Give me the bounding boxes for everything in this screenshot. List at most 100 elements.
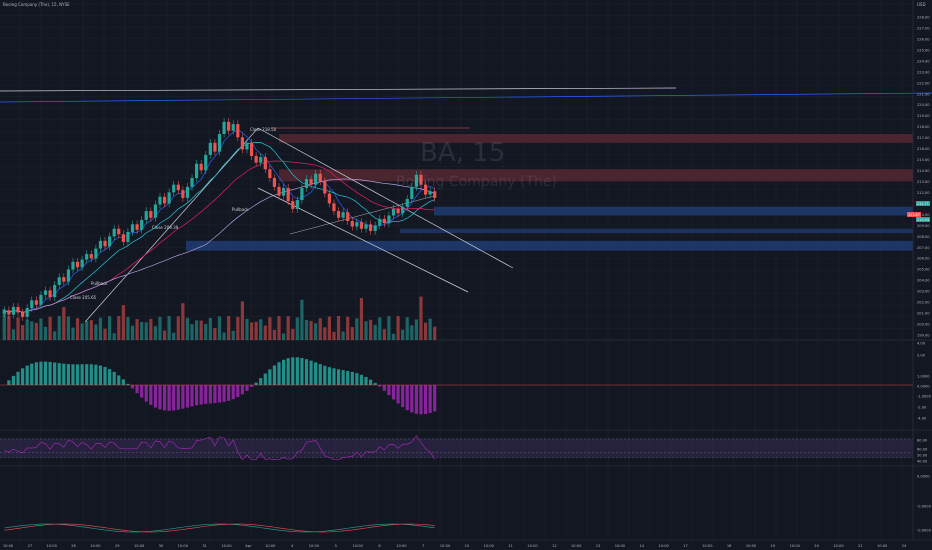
oscillator-tick-label: -0.0000 — [917, 529, 932, 533]
macd-histogram-bar — [53, 362, 57, 385]
volume-bar — [140, 321, 144, 340]
candle-body — [309, 179, 313, 185]
macd-histogram-bar — [410, 385, 414, 413]
time-tick-label: 7 — [422, 544, 424, 548]
candle-body — [373, 225, 377, 231]
time-tick-label: 10:00 — [746, 544, 757, 548]
price-axis[interactable]: USD 228.00 227.00 226.00 225.00 224.00 223.00 2… — [912, 0, 932, 540]
candle-body — [277, 186, 281, 196]
macd-histogram-bar — [378, 385, 382, 387]
oscillator-signal-line — [4, 523, 435, 533]
candle-body — [21, 312, 25, 317]
macd-histogram-bar — [391, 385, 396, 400]
price-tag-label: 210.54 — [917, 218, 929, 222]
annotation-label: Close 205.65 — [70, 295, 97, 300]
candle-body — [423, 184, 428, 195]
volume-bar — [359, 298, 364, 340]
macd-histogram-bar — [195, 385, 199, 406]
candle-body — [208, 142, 212, 155]
volume-bar — [382, 329, 386, 340]
candle-body — [121, 234, 125, 242]
macd-histogram-bar — [11, 375, 16, 385]
candle-body — [254, 156, 258, 163]
candle-body — [39, 294, 43, 305]
time-tick-label: 17 — [683, 544, 688, 548]
macd-histogram-bar — [43, 361, 48, 385]
macd-histogram-bar — [167, 385, 171, 411]
price-tag-label: 211.71 — [917, 202, 929, 206]
volume-bar — [130, 325, 135, 340]
falling-trendline — [257, 127, 514, 269]
candle-body — [62, 277, 66, 282]
macd-histogram-bar — [176, 385, 180, 410]
candle-body — [410, 186, 414, 199]
macd-histogram-bar — [336, 369, 341, 385]
macd-histogram-bar — [332, 368, 336, 385]
oscillator-pane — [4, 523, 435, 533]
support-zone — [400, 228, 913, 234]
time-tick-label: 11 — [508, 544, 513, 548]
volume-bar — [158, 316, 162, 340]
macd-histogram-bar — [231, 385, 235, 400]
volume-bar — [176, 316, 180, 340]
candle-body — [153, 204, 157, 218]
time-axis[interactable]: 10:00 27 10:00 28 10:00 29 10:00 30 10:00 31 10:00… — [3, 544, 907, 548]
long-trendline — [0, 92, 932, 103]
volume-bar — [112, 333, 116, 340]
volume-bar — [277, 316, 281, 340]
macd-histogram-bar — [245, 385, 249, 391]
candle-body — [272, 178, 277, 187]
volume-bar — [89, 320, 93, 340]
volume-bar — [254, 321, 258, 340]
macd-histogram-bar — [382, 385, 386, 391]
candle-body — [149, 211, 153, 218]
time-tick-label: 10 — [465, 544, 470, 548]
time-tick-label: 10:00 — [615, 544, 626, 548]
candle-body — [364, 224, 368, 229]
macd-histogram-bar — [117, 375, 121, 385]
volume-bar — [286, 316, 290, 340]
volume-bar — [314, 323, 318, 340]
volume-bar — [222, 332, 226, 340]
candle-body — [130, 224, 135, 233]
candle-body — [249, 142, 254, 157]
price-tick-label: 206.00 — [917, 257, 930, 261]
macd-histogram-bar — [323, 365, 327, 385]
price-tick-label: 221.00 — [917, 92, 930, 96]
macd-histogram-bar — [309, 360, 313, 385]
volume-bar — [249, 322, 254, 340]
volume-bar — [373, 324, 377, 340]
macd-histogram-bar — [94, 364, 98, 385]
time-tick-label: 10:00 — [134, 544, 145, 548]
volume-bar — [272, 329, 277, 340]
rsi-tick-label: 50.00 — [917, 454, 928, 458]
volume-bar — [227, 316, 231, 340]
candle-body — [48, 290, 52, 298]
oscillator-tick-label: -0.0000 — [917, 505, 932, 509]
macd-histogram-bar — [39, 361, 43, 385]
candle-body — [112, 228, 116, 237]
price-tick-label: 199.00 — [917, 334, 930, 338]
candle-body — [419, 174, 423, 185]
candle-body — [300, 187, 304, 201]
candle-body — [282, 187, 286, 196]
moving-average-line — [4, 141, 435, 313]
macd-histogram-bar — [103, 366, 107, 385]
volume-bar — [11, 329, 16, 340]
candle-body — [227, 121, 231, 131]
volume-bar — [240, 301, 244, 340]
macd-histogram-bar — [89, 364, 93, 385]
candle-body — [135, 224, 139, 230]
time-tick-label: 4 — [291, 544, 294, 548]
price-zones — [186, 133, 913, 251]
volume-bar — [355, 318, 359, 340]
volume-bar — [213, 328, 217, 340]
volume-bar — [405, 317, 409, 340]
support-zone — [434, 206, 913, 216]
time-tick-label: 31 — [202, 544, 207, 548]
candle-body — [71, 261, 75, 270]
macd-histogram-bar — [282, 359, 286, 385]
macd-histogram-bar — [30, 363, 34, 385]
macd-histogram-bar — [7, 380, 11, 385]
